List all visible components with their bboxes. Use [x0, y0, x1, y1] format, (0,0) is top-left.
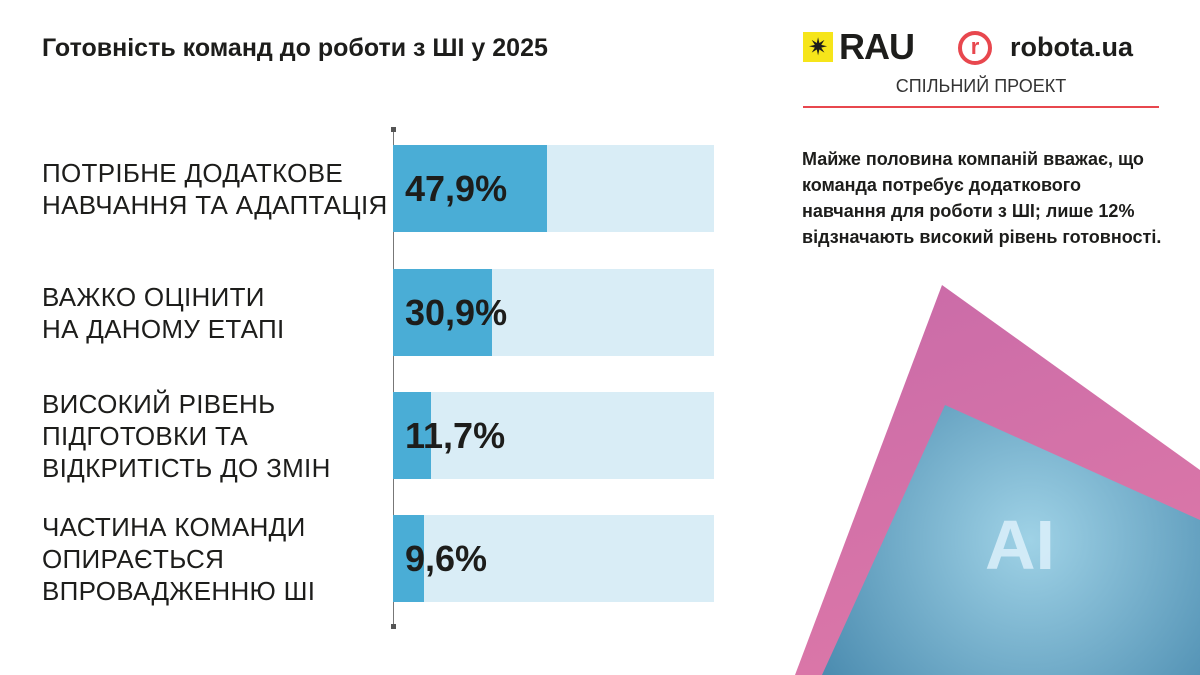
category-label: ВАЖКО ОЦІНИТИ НА ДАНОМУ ЕТАПІ [42, 281, 285, 344]
bar-track: 30,9% [393, 269, 714, 356]
robota-logo: robota.ua [1010, 32, 1134, 62]
data-label: 9,6% [405, 538, 488, 579]
bar-track: 9,6% [393, 515, 714, 602]
chart-title: Готовність команд до роботи з ШІ у 2025 [42, 34, 548, 62]
bar [393, 392, 431, 479]
divider [803, 106, 1159, 108]
y-axis [393, 130, 394, 627]
bar [393, 269, 493, 356]
data-label: 47,9% [405, 168, 508, 209]
axis-tick-top [391, 127, 396, 132]
bar [393, 145, 547, 232]
rau-star-icon: ✷ [803, 32, 833, 62]
bar [393, 515, 424, 602]
bar-track: 11,7% [393, 392, 714, 479]
category-label: ЧАСТИНА КОМАНДИ ОПИРАЄТЬСЯ ВПРОВАДЖЕННЮ ШІ [42, 511, 316, 606]
category-label: ПОТРІБНЕ ДОДАТКОВЕ НАВЧАННЯ ТА АДАПТАЦІЯ [42, 157, 388, 220]
joint-project-label: СПІЛЬНИЙ ПРОЕКТ [895, 76, 1067, 96]
description: Майже половина компаній вважає, що коман… [802, 149, 1162, 247]
data-label: 11,7% [405, 415, 506, 456]
category-label: ВИСОКИЙ РІВЕНЬ ПІДГОТОВКИ ТА ВІДКРИТІСТЬ Д… [42, 388, 331, 483]
axis-tick-bottom [391, 624, 396, 629]
rau-logo: RAU [839, 26, 915, 67]
ai-illustration-text: AI [985, 506, 1055, 584]
bar-track: 47,9% [393, 145, 714, 232]
robota-r-icon: r [958, 31, 992, 65]
data-label: 30,9% [405, 292, 508, 333]
